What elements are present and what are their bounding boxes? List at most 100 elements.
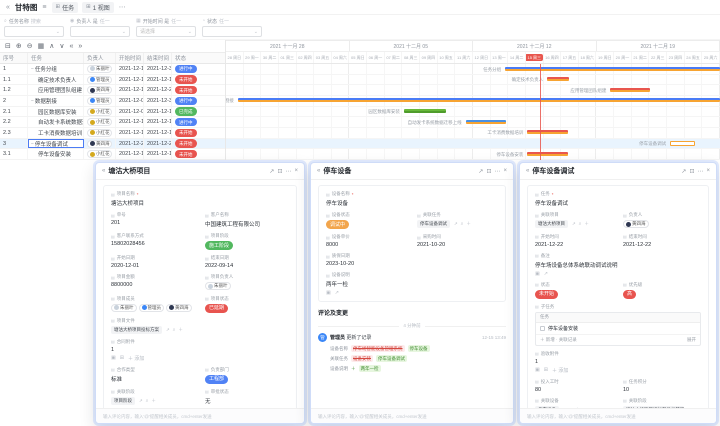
menu-icon[interactable]: ≡ [42, 3, 47, 11]
column-header-1[interactable]: 任务 [28, 53, 84, 63]
comment-input[interactable] [318, 413, 506, 419]
owner-cell[interactable]: 小红花 [84, 128, 116, 138]
collapse-caret-icon[interactable]: − [31, 65, 34, 72]
search-icon[interactable]: ⌕ [695, 407, 698, 409]
add-icon[interactable]: ＋ [178, 326, 183, 332]
start-date-cell[interactable]: 2021-12-01 [116, 96, 144, 106]
owner-cell[interactable]: 黄四海 [84, 85, 116, 96]
collapse-caret-icon[interactable]: − [31, 140, 34, 147]
end-date-cell[interactable]: 2021-12-17 [144, 128, 172, 138]
status-cell[interactable]: 进行中 [172, 96, 225, 106]
prev-icon[interactable]: « [69, 42, 74, 50]
end-date-cell[interactable]: 2021-12-22 [144, 138, 172, 149]
search-icon[interactable]: ⌕ [570, 407, 573, 409]
owner-cell[interactable]: 小红花 [84, 117, 116, 128]
sidebar-collapse-icon[interactable]: « [6, 3, 10, 11]
start-date-cell[interactable]: 2021-12-14 [116, 74, 144, 85]
close-icon[interactable]: × [294, 168, 298, 174]
column-header-4[interactable]: 结束时间 [144, 53, 172, 63]
next-icon[interactable]: » [78, 42, 83, 50]
filter-input-3[interactable]: ⌄ [202, 26, 262, 37]
gantt-bar[interactable] [403, 109, 446, 114]
status-cell[interactable]: 未开始 [172, 149, 225, 159]
add-icon[interactable]: ＋ [151, 397, 156, 403]
table-row[interactable]: 1.1 确定技术负责人 管理员 2021-12-142021-12-17未开始 [0, 74, 225, 86]
expand-icon[interactable]: ↗ [681, 168, 687, 175]
share-icon[interactable]: ⊡ [277, 168, 283, 175]
filter-input-2[interactable]: 请选择 ⌄ [136, 26, 196, 37]
task-name-cell[interactable]: 应用管理团队组建 [28, 85, 84, 96]
more-icon[interactable]: ⋯ [285, 168, 292, 175]
column-header-0[interactable]: 序号 [0, 53, 28, 63]
subtask-row[interactable]: 停车设备安装 [536, 323, 700, 335]
gantt-bar[interactable] [465, 119, 506, 124]
linked-record-chip[interactable]: 停车设备 [535, 405, 559, 408]
gantt-bar[interactable] [237, 98, 720, 103]
close-icon[interactable]: × [706, 168, 710, 174]
linked-record-chip[interactable]: 塘沽大桥项目招标和投标管理 [623, 405, 684, 408]
end-date-cell[interactable]: 2021-12-31 [144, 64, 172, 74]
expand-record-icon[interactable]: ↗ [572, 221, 576, 226]
prev-record-icon[interactable]: « [102, 168, 106, 174]
expand-record-icon[interactable]: ↗ [139, 397, 143, 403]
status-cell[interactable]: 未开始 [172, 75, 225, 85]
close-icon[interactable]: × [503, 168, 507, 174]
expand-icon[interactable]: ↗ [269, 168, 275, 175]
task-name-cell[interactable]: 工卡消费数据培训 [28, 128, 84, 138]
table-row[interactable]: 2.3 工卡消费数据培训 小红花 2021-12-152021-12-17未开始 [0, 128, 225, 139]
column-header-5[interactable]: 状态 [175, 56, 187, 62]
owner-cell[interactable]: 黄四海 [84, 138, 116, 149]
add-icon[interactable]: ＋ [575, 407, 580, 409]
prev-record-icon[interactable]: « [526, 168, 530, 174]
gantt-bar[interactable] [505, 66, 720, 71]
owner-cell[interactable]: 朱丽叶 [84, 64, 116, 74]
end-date-cell[interactable]: 2021-12-17 [144, 149, 172, 160]
zoom-out-icon[interactable]: ⊖ [26, 42, 33, 50]
column-header-3[interactable]: 开始时间 [116, 53, 144, 63]
zoom-in-icon[interactable]: ⊕ [15, 42, 22, 50]
owner-cell[interactable]: 管理员 [84, 74, 116, 85]
add-icon[interactable]: ＋ [466, 221, 471, 226]
add-icon[interactable]: ＋ [700, 407, 701, 409]
start-date-cell[interactable]: 2021-12-14 [116, 64, 144, 74]
file-icon[interactable]: ⊞ [119, 355, 124, 361]
start-date-cell[interactable]: 2021-12-22 [116, 138, 144, 149]
topbar-tab-0[interactable]: ⊞ 任务 [51, 1, 79, 13]
start-date-cell[interactable]: 2021-12-15 [116, 149, 144, 160]
end-date-cell[interactable]: 2021-12-21 [144, 85, 172, 96]
search-icon[interactable]: ⌕ [145, 397, 149, 403]
gantt-bar[interactable] [527, 151, 569, 156]
status-cell[interactable]: 进行中 [172, 117, 225, 127]
expand-subtasks-button[interactable]: 展开 [687, 336, 696, 342]
expand-record-icon[interactable]: ↗ [543, 270, 548, 277]
linked-record-chip[interactable]: 项目阶段 [111, 396, 135, 405]
file-icon[interactable]: ⊞ [543, 367, 548, 373]
status-cell[interactable]: 未开始 [172, 85, 225, 95]
task-name-cell[interactable]: − 数据割接 [28, 96, 84, 106]
search-icon[interactable]: ⌕ [172, 326, 176, 332]
start-date-cell[interactable]: 2021-12-12 [116, 117, 144, 128]
task-name-cell[interactable]: 自动发卡系统数据迁移上线 [28, 117, 84, 128]
task-name-cell[interactable]: 确定技术负责人 [28, 74, 84, 85]
filter-input-1[interactable]: ⌄ [70, 26, 130, 37]
gantt-bar[interactable] [527, 130, 569, 135]
expand-record-icon[interactable]: ↗ [166, 326, 170, 332]
gantt-bar[interactable] [547, 77, 570, 82]
end-date-cell[interactable]: 2021-12-17 [144, 74, 172, 85]
comment-input[interactable] [527, 413, 709, 419]
image-icon[interactable]: ▣ [111, 355, 116, 361]
end-date-cell[interactable]: 2021-12-14 [144, 117, 172, 128]
search-icon[interactable]: ⌕ [578, 221, 582, 226]
grid-icon[interactable]: ▦ [37, 42, 45, 50]
add-attachment-button[interactable]: ＋ 添加 [127, 355, 145, 362]
end-date-cell[interactable]: 2021-12-11 [144, 106, 172, 117]
status-cell[interactable]: 已完成 [172, 107, 225, 117]
topbar-tab-1[interactable]: ⊞ 1 视图 [82, 1, 114, 13]
expand-record-icon[interactable]: ↗ [334, 290, 339, 296]
image-icon[interactable]: ▣ [535, 367, 540, 373]
owner-cell[interactable]: 小红花 [84, 106, 116, 117]
collapse-all-icon[interactable]: ∧ [49, 42, 55, 50]
more-icon[interactable]: ⋯ [118, 3, 126, 11]
add-icon[interactable]: ＋ [584, 221, 589, 226]
